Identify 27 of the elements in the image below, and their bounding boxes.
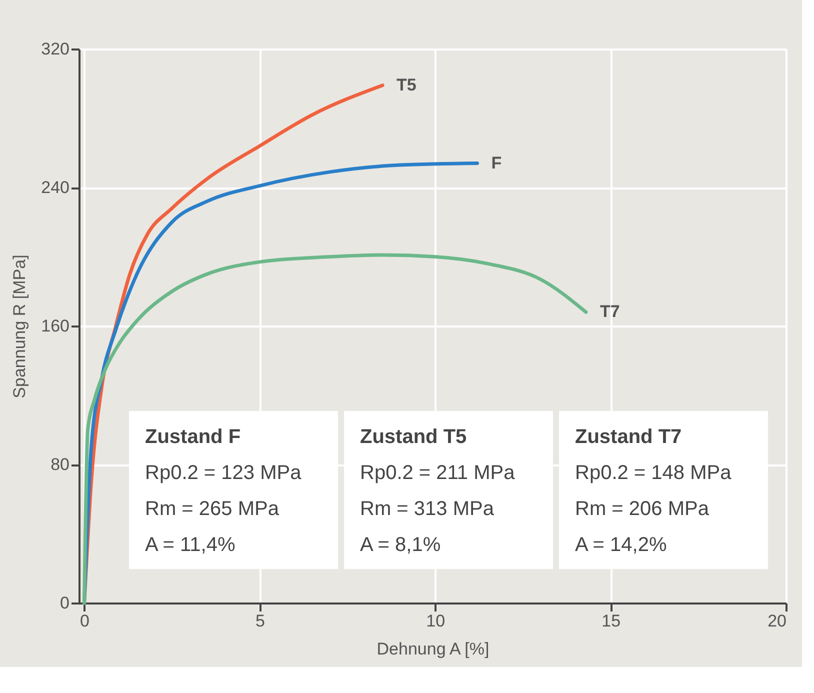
y-tick-label: 0	[60, 594, 70, 612]
y-tick-label: 320	[41, 40, 70, 58]
x-tick-label: 5	[255, 612, 265, 630]
annotation: Zustand T5	[360, 426, 467, 448]
y-tick-label: 240	[41, 178, 70, 197]
annotation: A = 8,1%	[360, 534, 441, 556]
x-tick-label: 15	[602, 612, 621, 630]
x-tick-label: 20	[768, 612, 786, 630]
y-axis-title: Spannung R [MPa]	[10, 254, 30, 398]
x-tick-label: 10	[426, 612, 446, 630]
annotation: Rm = 206 MPa	[575, 498, 710, 520]
series-label: T7	[600, 302, 620, 322]
annotation: Rp0.2 = 211 MPa	[360, 462, 516, 484]
annotation: Rp0.2 = 123 MPa	[145, 462, 302, 484]
x-axis-title: Dehnung A [%]	[376, 640, 490, 658]
annotation: A = 14,2%	[575, 534, 667, 556]
annotation: Rp0.2 = 148 MPa	[575, 462, 732, 484]
y-tick-label: 80	[50, 455, 70, 474]
annotation: A = 11,4%	[145, 534, 236, 556]
y-tick-label: 160	[41, 316, 70, 336]
annotation: Zustand T7	[575, 426, 682, 448]
x-tick-label: 0	[80, 612, 90, 630]
annotation: Rm = 265 MPa	[145, 498, 280, 520]
series-label: T5	[396, 75, 416, 94]
series-label: F	[491, 153, 502, 172]
annotation: Rm = 313 MPa	[360, 498, 495, 520]
annotation: Zustand F	[145, 426, 241, 448]
